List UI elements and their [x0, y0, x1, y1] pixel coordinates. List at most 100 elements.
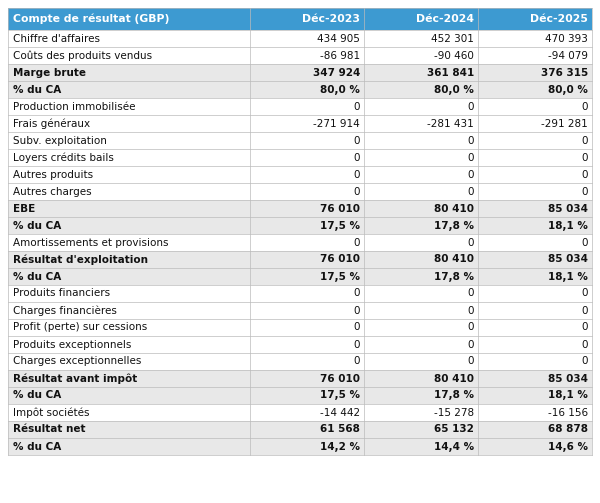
Text: 65 132: 65 132	[434, 425, 474, 435]
Text: Coûts des produits vendus: Coûts des produits vendus	[13, 50, 152, 61]
Text: 0: 0	[467, 289, 474, 298]
Bar	[364, 234, 478, 251]
Bar	[364, 47, 478, 64]
Text: 0: 0	[581, 152, 588, 162]
Text: 18,1 %: 18,1 %	[548, 272, 588, 282]
Text: Amortissements et provisions: Amortissements et provisions	[13, 237, 169, 247]
Text: 0: 0	[354, 357, 360, 367]
Text: Charges exceptionnelles: Charges exceptionnelles	[13, 357, 142, 367]
Bar	[8, 268, 250, 285]
Bar	[478, 387, 592, 404]
Text: 17,5 %: 17,5 %	[320, 220, 360, 230]
Bar	[364, 387, 478, 404]
Bar	[478, 115, 592, 132]
Text: 0: 0	[581, 357, 588, 367]
Bar	[364, 149, 478, 166]
Text: -86 981: -86 981	[320, 50, 360, 60]
Text: % du CA: % du CA	[13, 85, 61, 95]
Text: 14,2 %: 14,2 %	[320, 442, 360, 452]
Text: -281 431: -281 431	[427, 119, 474, 128]
Bar	[250, 30, 364, 47]
Bar	[364, 98, 478, 115]
Text: 85 034: 85 034	[548, 374, 588, 383]
Bar	[478, 30, 592, 47]
Text: Compte de résultat (GBP): Compte de résultat (GBP)	[13, 14, 169, 24]
Text: 470 393: 470 393	[545, 34, 588, 43]
Text: 14,4 %: 14,4 %	[434, 442, 474, 452]
Bar	[250, 421, 364, 438]
Text: 18,1 %: 18,1 %	[548, 390, 588, 400]
Bar	[364, 285, 478, 302]
Text: 14,6 %: 14,6 %	[548, 442, 588, 452]
Text: -14 442: -14 442	[320, 407, 360, 417]
Text: 0: 0	[581, 135, 588, 145]
Bar	[364, 302, 478, 319]
Text: 85 034: 85 034	[548, 255, 588, 265]
Text: 76 010: 76 010	[320, 204, 360, 213]
Bar	[8, 30, 250, 47]
Bar	[250, 132, 364, 149]
Text: Autres produits: Autres produits	[13, 170, 93, 180]
Bar	[8, 302, 250, 319]
Text: Déc-2025: Déc-2025	[530, 14, 588, 24]
Bar	[8, 132, 250, 149]
Bar	[364, 183, 478, 200]
Text: 17,8 %: 17,8 %	[434, 220, 474, 230]
Text: % du CA: % du CA	[13, 390, 61, 400]
Text: 17,8 %: 17,8 %	[434, 272, 474, 282]
Text: 0: 0	[354, 152, 360, 162]
Text: 61 568: 61 568	[320, 425, 360, 435]
Bar	[478, 370, 592, 387]
Text: 0: 0	[467, 237, 474, 247]
Bar	[250, 183, 364, 200]
Bar	[250, 251, 364, 268]
Bar	[478, 8, 592, 30]
Text: Subv. exploitation: Subv. exploitation	[13, 135, 107, 145]
Text: 0: 0	[467, 322, 474, 332]
Text: 0: 0	[581, 237, 588, 247]
Text: -271 914: -271 914	[313, 119, 360, 128]
Text: Résultat net: Résultat net	[13, 425, 86, 435]
Bar	[364, 319, 478, 336]
Bar	[8, 200, 250, 217]
Text: EBE: EBE	[13, 204, 35, 213]
Text: 0: 0	[581, 187, 588, 197]
Bar	[478, 234, 592, 251]
Bar	[250, 217, 364, 234]
Text: 361 841: 361 841	[427, 67, 474, 77]
Bar	[250, 81, 364, 98]
Bar	[478, 183, 592, 200]
Text: Déc-2023: Déc-2023	[302, 14, 360, 24]
Text: 85 034: 85 034	[548, 204, 588, 213]
Bar	[478, 285, 592, 302]
Bar	[8, 234, 250, 251]
Bar	[8, 64, 250, 81]
Bar	[8, 285, 250, 302]
Text: 0: 0	[354, 102, 360, 112]
Text: -15 278: -15 278	[434, 407, 474, 417]
Bar	[8, 319, 250, 336]
Bar	[478, 302, 592, 319]
Text: 0: 0	[581, 340, 588, 350]
Bar	[250, 336, 364, 353]
Bar	[250, 47, 364, 64]
Text: 0: 0	[581, 170, 588, 180]
Text: Marge brute: Marge brute	[13, 67, 86, 77]
Text: 0: 0	[354, 135, 360, 145]
Text: 80,0 %: 80,0 %	[434, 85, 474, 95]
Text: 0: 0	[581, 322, 588, 332]
Bar	[250, 438, 364, 455]
Bar	[364, 200, 478, 217]
Bar	[478, 98, 592, 115]
Text: 0: 0	[581, 102, 588, 112]
Text: 0: 0	[354, 340, 360, 350]
Bar	[478, 81, 592, 98]
Text: 0: 0	[467, 340, 474, 350]
Bar	[478, 217, 592, 234]
Text: Production immobilisée: Production immobilisée	[13, 102, 136, 112]
Text: Impôt sociétés: Impôt sociétés	[13, 407, 89, 418]
Text: 0: 0	[467, 170, 474, 180]
Text: Profit (perte) sur cessions: Profit (perte) sur cessions	[13, 322, 147, 332]
Bar	[478, 166, 592, 183]
Bar	[478, 268, 592, 285]
